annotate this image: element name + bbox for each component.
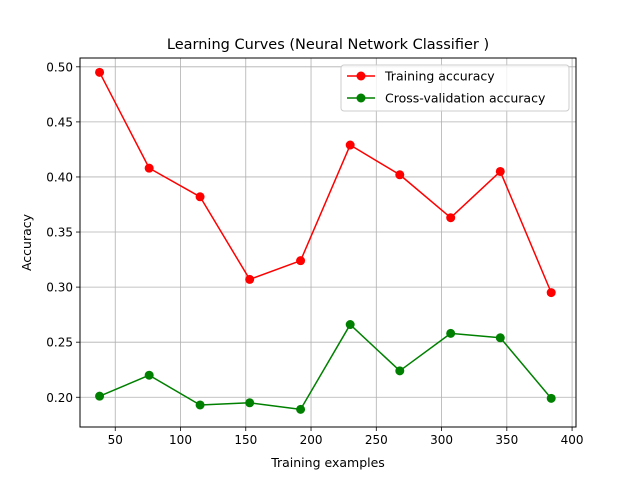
y-tick-label: 0.35 <box>46 226 73 240</box>
ticks: 50 100 150 200 250 300 350 400 0.20 0.25 0.30 0.35 0… <box>46 60 583 447</box>
legend-swatch-marker <box>356 93 366 103</box>
y-axis-label: Accuracy <box>19 213 34 271</box>
x-tick-label: 200 <box>300 433 323 447</box>
legend-label: Training accuracy <box>384 69 495 84</box>
series-0-line <box>98 71 552 293</box>
legend: Training accuracy Cross-validation accura… <box>340 64 570 112</box>
plot-area-frame <box>79 57 577 428</box>
series-1-point <box>296 404 306 414</box>
y-tick-label: 0.25 <box>46 336 73 350</box>
series-group <box>95 67 556 414</box>
series-1-point <box>95 391 105 401</box>
y-tick-label: 0.40 <box>46 170 73 184</box>
series-1-point <box>395 366 405 376</box>
series-0-point <box>546 288 556 298</box>
series-1-point <box>546 393 556 403</box>
x-tick-label: 150 <box>234 433 257 447</box>
series-1-point <box>245 398 255 408</box>
series-1-point <box>195 400 205 410</box>
series-0-point <box>395 170 405 180</box>
series-0-point <box>144 163 154 173</box>
series-0-point <box>195 192 205 202</box>
series-1-point <box>144 370 154 380</box>
series-1-point <box>495 333 505 343</box>
legend-box <box>340 64 570 112</box>
x-tick-label: 300 <box>430 433 453 447</box>
series-0-point <box>495 166 505 176</box>
x-axis-label: Training examples <box>270 455 385 470</box>
y-tick-label: 0.30 <box>46 281 73 295</box>
series-0-point <box>446 213 456 223</box>
chart-title: Learning Curves (Neural Network Classifi… <box>167 37 489 53</box>
legend-swatch-marker <box>356 71 366 81</box>
x-tick-label: 400 <box>561 433 584 447</box>
y-tick-label: 0.20 <box>46 391 73 405</box>
y-tick-label: 0.45 <box>46 115 73 129</box>
series-0-point <box>345 140 355 150</box>
x-tick-label: 250 <box>365 433 388 447</box>
grid <box>80 58 576 427</box>
x-tick-label: 100 <box>169 433 192 447</box>
series-1-line <box>99 323 552 411</box>
y-tick-label: 0.50 <box>46 60 73 74</box>
legend-label: Cross-validation accuracy <box>385 91 546 106</box>
x-tick-label: 350 <box>495 433 518 447</box>
series-1-point <box>446 328 456 338</box>
series-0-point <box>95 67 105 77</box>
series-1-point <box>345 320 355 330</box>
series-0-point <box>296 256 306 266</box>
x-tick-label: 50 <box>108 433 123 447</box>
series-0-point <box>245 274 255 284</box>
